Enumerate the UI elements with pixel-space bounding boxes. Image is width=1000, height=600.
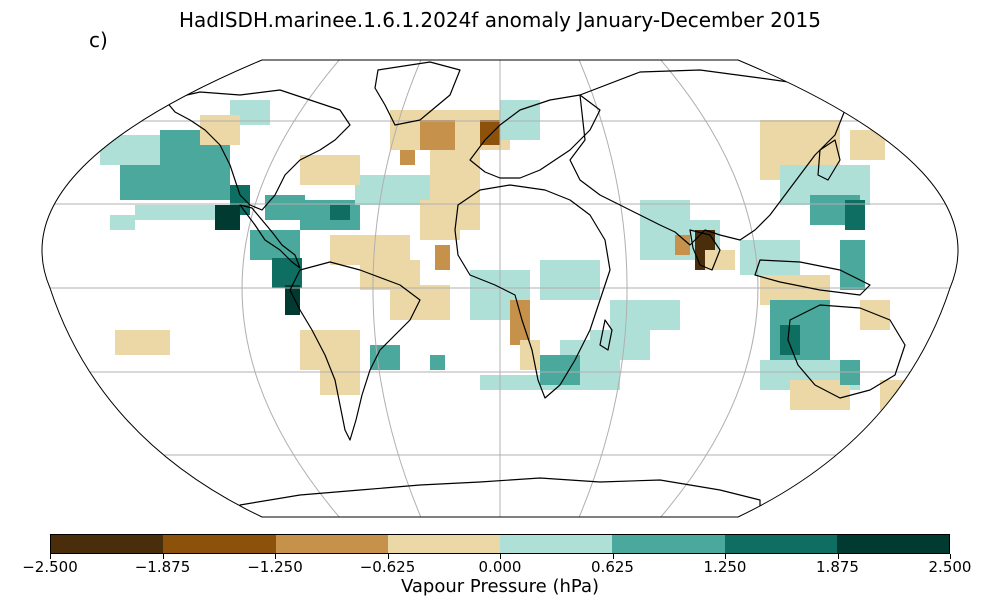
coastline-europe bbox=[469, 94, 601, 179]
coastlines bbox=[164, 61, 916, 517]
colorbar-tick-label: 1.250 bbox=[703, 558, 747, 576]
colorbar-tick bbox=[50, 554, 51, 559]
colorbar-tick-label: 2.500 bbox=[928, 558, 972, 576]
graticule bbox=[41, 60, 959, 517]
colorbar-tick-label: −1.250 bbox=[247, 558, 303, 576]
coastline-central-america bbox=[239, 204, 301, 269]
colorbar-tick-label: −0.625 bbox=[359, 558, 416, 576]
coastline-greenland bbox=[374, 61, 461, 126]
anomaly-cell bbox=[480, 120, 500, 145]
colorbar-segment bbox=[51, 535, 164, 553]
anomaly-cell bbox=[200, 115, 240, 145]
longitude-line bbox=[372, 60, 422, 517]
colorbar-tick bbox=[162, 554, 164, 559]
coastline-north-america bbox=[164, 89, 351, 211]
anomaly-cell bbox=[320, 355, 360, 395]
anomaly-cell bbox=[540, 355, 580, 385]
coastline-africa bbox=[454, 184, 611, 399]
coastline-indonesia bbox=[754, 259, 871, 296]
anomaly-cell bbox=[675, 235, 690, 255]
coastline-india bbox=[689, 229, 721, 271]
anomaly-cell bbox=[390, 285, 450, 320]
colorbar-segment bbox=[387, 535, 500, 553]
anomaly-cell bbox=[250, 230, 300, 260]
anomaly-cell bbox=[420, 200, 460, 240]
longitude-line bbox=[660, 60, 759, 517]
colorbar-segment bbox=[163, 535, 276, 553]
anomaly-cell bbox=[610, 300, 680, 330]
anomaly-cell bbox=[400, 150, 415, 165]
anomaly-cell bbox=[780, 325, 800, 355]
anomaly-cell bbox=[705, 250, 735, 270]
colorbar-segment bbox=[500, 535, 613, 553]
anomaly-cell bbox=[420, 120, 455, 150]
anomaly-cell bbox=[540, 260, 600, 300]
colorbar-tick-label: −2.500 bbox=[22, 558, 78, 576]
colorbar-tick-label: −1.875 bbox=[134, 558, 191, 576]
anomaly-cell bbox=[370, 345, 400, 370]
coastline-australia bbox=[787, 304, 906, 399]
anomaly-cell bbox=[850, 130, 885, 160]
colorbar-tick bbox=[612, 554, 614, 559]
anomaly-cell bbox=[840, 240, 865, 290]
panel-label: c) bbox=[89, 28, 108, 52]
colorbar-tick-label: 0.625 bbox=[591, 558, 634, 576]
anomaly-cell bbox=[740, 240, 800, 275]
anomaly-cell bbox=[300, 155, 360, 185]
anomaly-cell bbox=[120, 165, 230, 200]
anomaly-cell bbox=[110, 215, 135, 230]
anomaly-cell bbox=[285, 285, 300, 315]
colorbar-segment bbox=[724, 535, 837, 553]
anomaly-cell bbox=[590, 330, 650, 360]
coastline-madagascar bbox=[599, 319, 613, 351]
anomaly-cell bbox=[330, 205, 350, 220]
colorbar-label: Vapour Pressure (hPa) bbox=[400, 576, 600, 597]
anomaly-cell bbox=[435, 245, 450, 270]
anomaly-cell bbox=[272, 258, 302, 288]
map-title: HadISDH.marinee.1.6.1.2024f anomaly Janu… bbox=[178, 8, 822, 32]
anomaly-cell bbox=[355, 175, 430, 205]
anomaly-cell bbox=[135, 205, 215, 220]
colorbar bbox=[50, 534, 950, 554]
globe-outline bbox=[41, 59, 959, 518]
colorbar-tick-label: 0.000 bbox=[478, 558, 522, 576]
colorbar-tick bbox=[387, 554, 389, 559]
coastline-japan bbox=[817, 139, 841, 181]
longitude-line bbox=[578, 60, 628, 517]
anomaly-cell bbox=[430, 355, 445, 370]
coastline-south-america bbox=[289, 261, 421, 441]
colorbar-tick bbox=[500, 554, 501, 559]
colorbar-tick bbox=[837, 554, 839, 559]
anomaly-cell bbox=[215, 205, 240, 230]
colorbar-tick bbox=[275, 554, 276, 559]
anomaly-cell bbox=[115, 330, 170, 355]
colorbar-segment bbox=[836, 535, 949, 553]
anomaly-cell bbox=[100, 135, 160, 165]
anomaly-cell bbox=[845, 200, 865, 230]
colorbar-tick bbox=[950, 554, 951, 559]
coastline-antarctica bbox=[239, 477, 761, 517]
anomaly-cell bbox=[860, 300, 890, 330]
anomaly-cell bbox=[510, 300, 530, 345]
colorbar-segment bbox=[612, 535, 725, 553]
colorbar-tick-label: 1.875 bbox=[816, 558, 859, 576]
colorbar-segment bbox=[275, 535, 388, 553]
anomaly-map bbox=[41, 59, 959, 518]
colorbar-tick bbox=[725, 554, 726, 559]
longitude-line bbox=[241, 60, 340, 517]
